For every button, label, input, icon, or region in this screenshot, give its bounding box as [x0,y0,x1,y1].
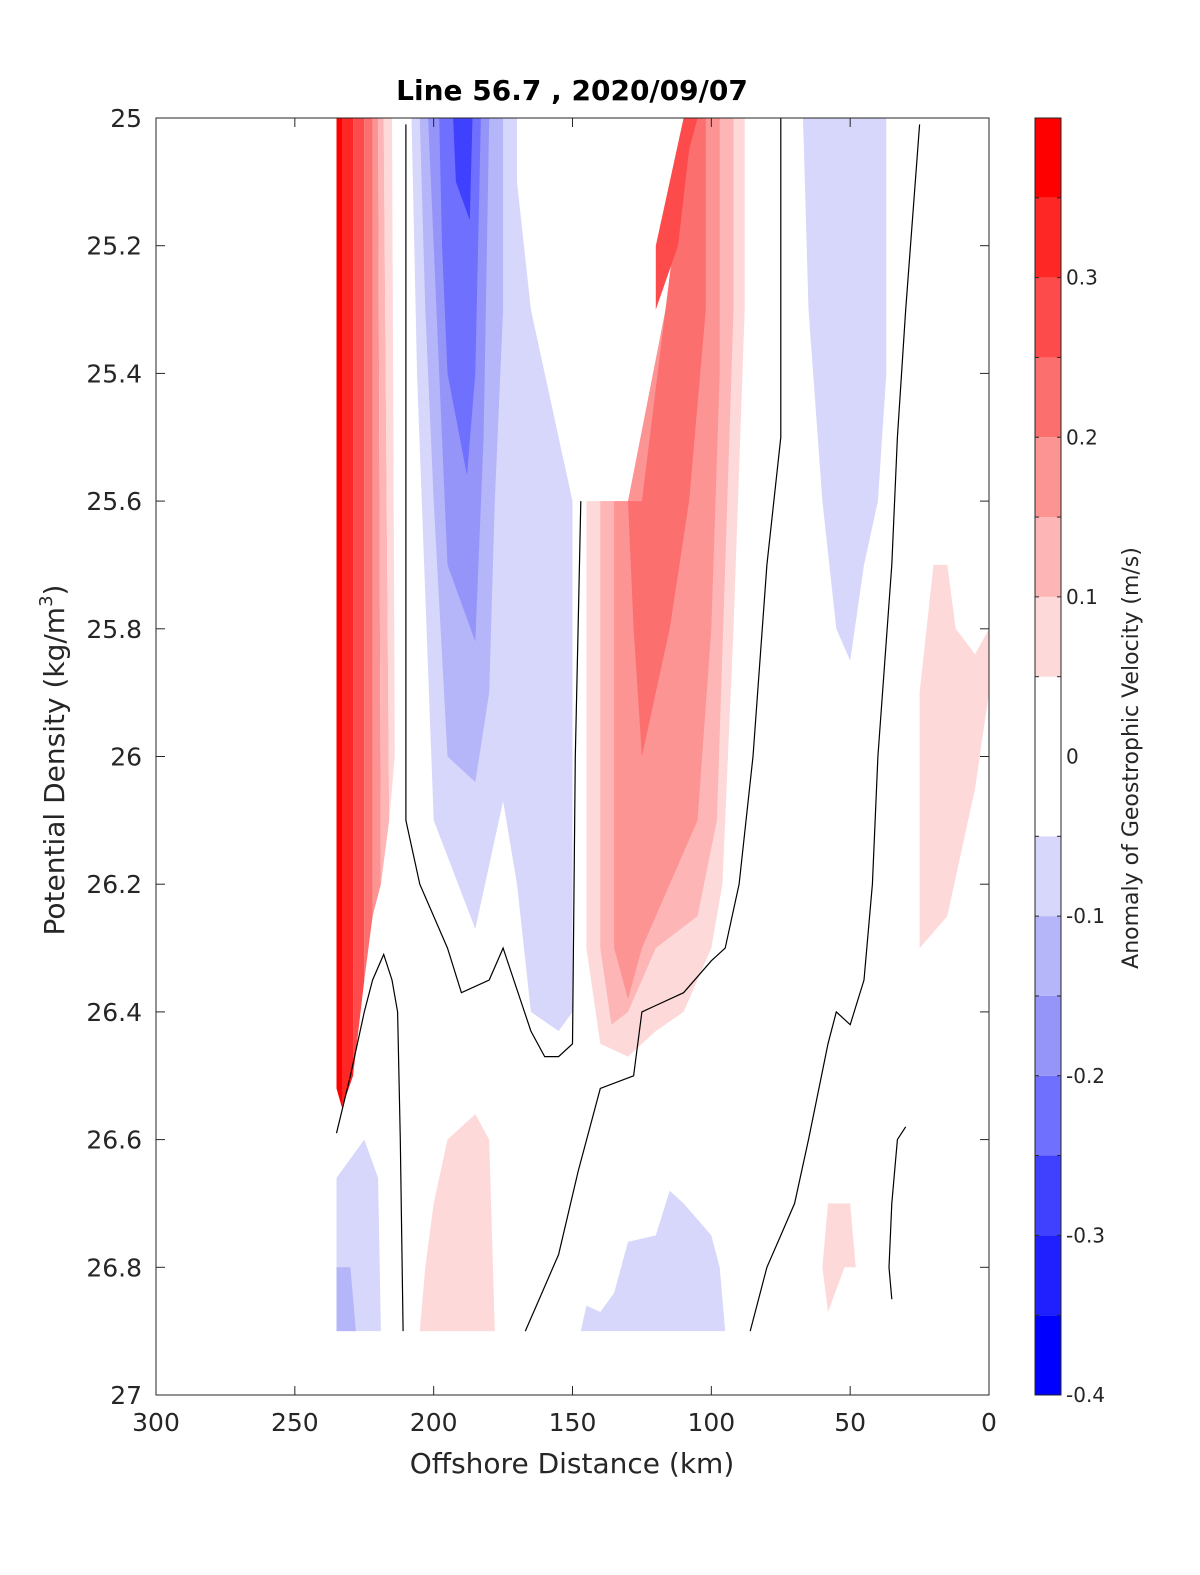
y-tick-label: 26.4 [86,998,142,1027]
contour-region-4 [372,118,381,917]
colorbar-swatch-2 [1035,1155,1061,1236]
colorbar-tick-label: 0 [1066,745,1079,769]
colorbar-swatch-11 [1035,357,1061,438]
zero-contour-lines [335,118,921,1332]
contour-region-0 [336,118,342,1108]
y-axis-title-main: Potential Density (kg/m [38,607,71,936]
x-tick-label: 300 [132,1408,180,1437]
colorbar-swatch-3 [1035,1075,1061,1156]
contour-region-5 [378,118,390,885]
colorbar-swatch-0 [1035,1315,1061,1395]
zero-contour-0 [405,124,582,1058]
x-tick-label: 250 [271,1408,319,1437]
y-axis-title-superscript: 3 [36,595,57,606]
contour-region-23 [822,1203,856,1312]
zero-contour-2 [749,124,921,1332]
colorbar-tick-label: 0.2 [1066,425,1098,449]
y-tick-label: 25.4 [86,359,142,388]
zero-contour-1 [524,118,782,1332]
y-axis-title: Potential Density (kg/m3) [36,585,71,936]
x-tick-label: 100 [687,1408,735,1437]
colorbar-swatch-9 [1035,517,1061,597]
zero-contour-4 [888,1126,907,1300]
contour-region-6 [383,118,395,821]
colorbar-swatch-12 [1035,277,1061,358]
colorbar-swatch-1 [1035,1235,1061,1316]
y-tick-label: 25.8 [86,615,142,644]
contour-region-22 [580,1190,726,1332]
colorbar: -0.4 -0.3 -0.2 -0.1 0 0.1 0.2 0.3 [1034,117,1105,1407]
y-tick-label: 26.2 [86,870,142,899]
colorbar-tick-label: -0.3 [1066,1223,1105,1247]
x-tick-label: 0 [981,1408,997,1437]
contour-region-2 [353,118,365,1076]
x-axis: 300 250 200 150 100 50 0 [132,118,997,1437]
colorbar-tick-label: -0.1 [1066,904,1105,928]
y-tick-label: 26 [110,743,142,772]
y-tick-label: 25 [110,104,142,133]
colorbar-swatch-4 [1035,995,1061,1076]
x-tick-label: 200 [410,1408,458,1437]
colorbar-swatch-10 [1035,437,1061,518]
colorbar-tick-label: -0.4 [1066,1383,1105,1407]
contour-region-11 [453,118,473,221]
contour-region-1 [342,118,354,1108]
contour-region-21 [419,1114,495,1332]
filled-contour-regions [336,118,989,1332]
y-axis: 25 25.2 25.4 25.6 25.8 26 26.2 26.4 26.6 26.8 27 [86,104,989,1410]
colorbar-swatch-7 [1035,676,1061,837]
contour-region-20 [336,1267,356,1332]
contour-region-17 [803,118,887,661]
y-tick-label: 25.6 [86,487,142,516]
y-axis-title-end: ) [38,585,71,596]
y-tick-label: 27 [110,1381,142,1410]
y-tick-label: 26.8 [86,1253,142,1282]
contour-region-16 [655,118,698,310]
x-tick-label: 50 [834,1408,866,1437]
colorbar-tick-label: 0.3 [1066,266,1098,290]
contour-region-10 [439,118,481,476]
colorbar-frame [1034,117,1062,1396]
colorbar-swatch-8 [1035,596,1061,677]
contour-region-18 [919,564,989,949]
colorbar-swatch-5 [1035,916,1061,996]
chart-title: Line 56.7 , 2020/09/07 [396,74,748,107]
contour-region-3 [364,118,373,980]
colorbar-swatch-13 [1035,197,1061,278]
colorbar-swatch-14 [1035,118,1061,198]
colorbar-title: Anomaly of Geostrophic Velocity (m/s) [1119,547,1144,969]
zero-contour-3 [335,952,404,1332]
colorbar-swatch-6 [1035,836,1061,917]
x-tick-label: 150 [549,1408,597,1437]
contour-region-15 [628,118,706,757]
colorbar-tick-label: 0.1 [1066,585,1098,609]
y-tick-label: 25.2 [86,232,142,261]
y-tick-label: 26.6 [86,1126,142,1155]
colorbar-tick-label: -0.2 [1066,1064,1105,1088]
x-axis-title: Offshore Distance (km) [410,1447,735,1480]
